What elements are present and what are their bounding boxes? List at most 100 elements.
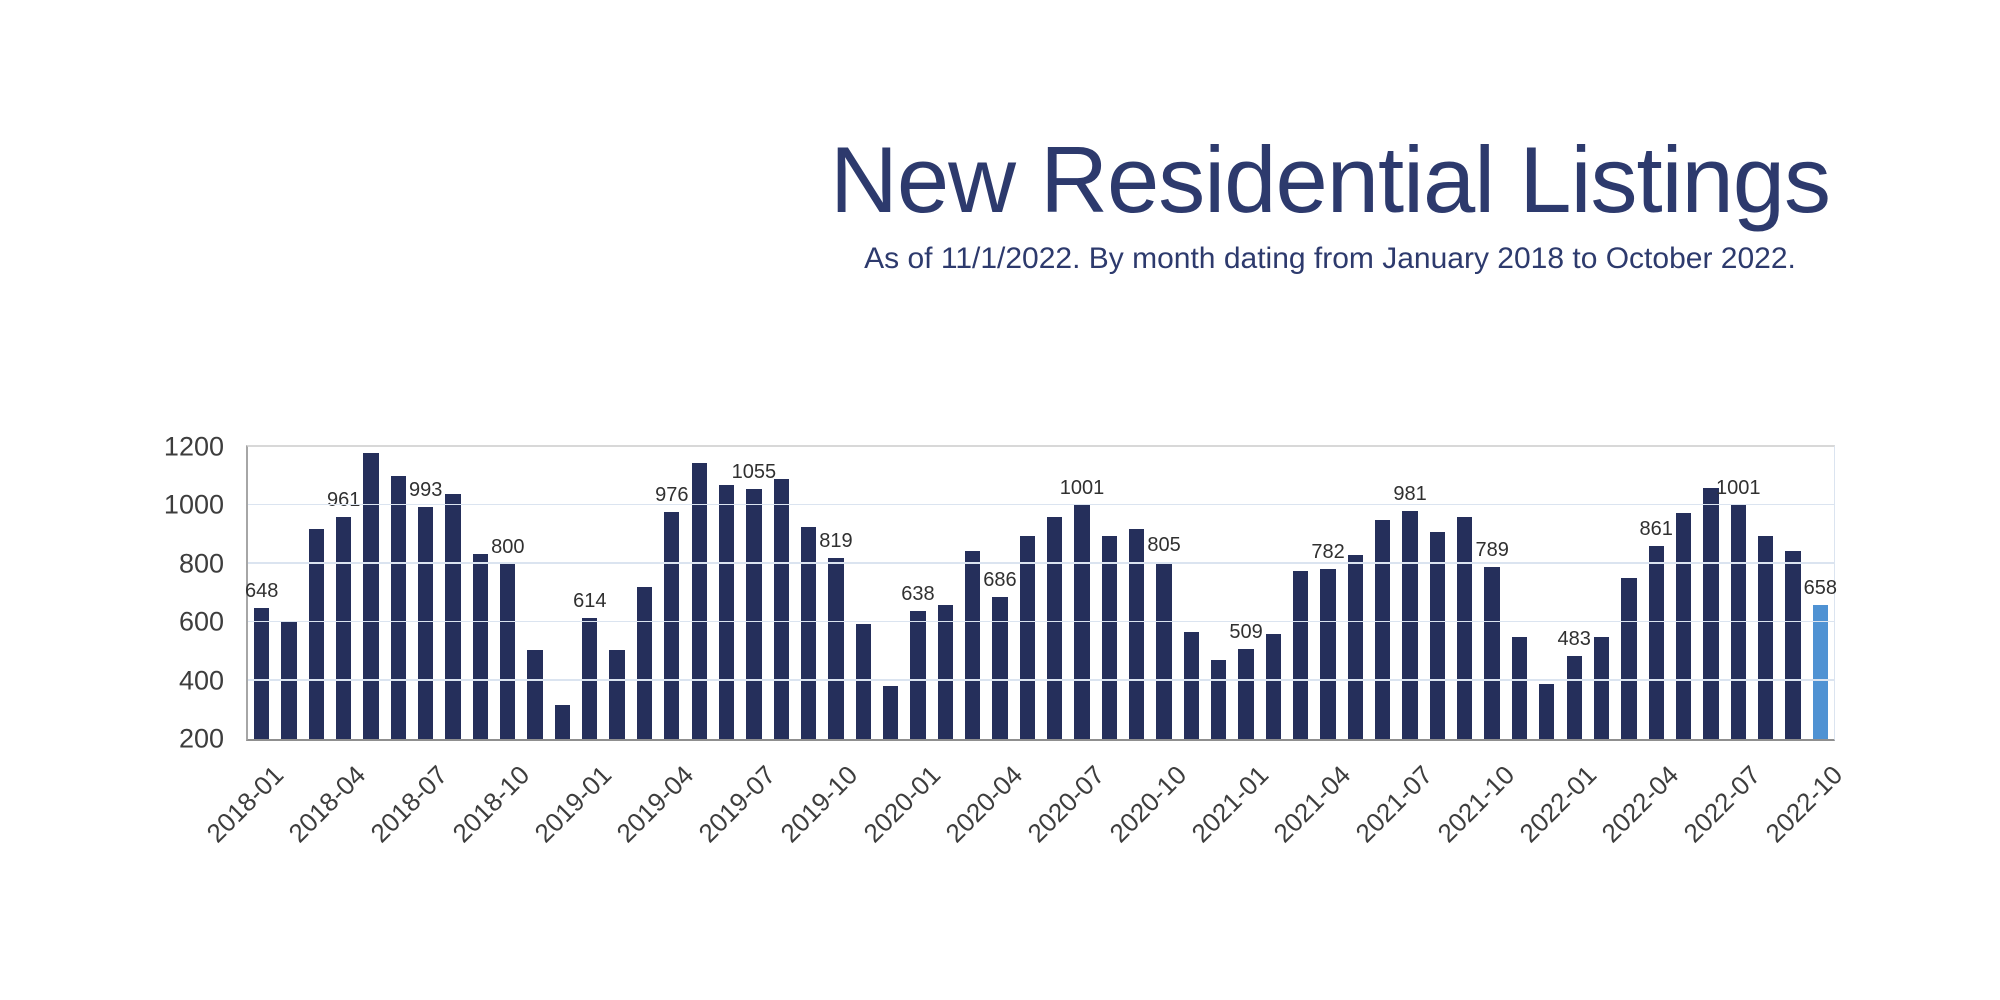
gridline (248, 503, 1834, 506)
x-axis-tick-label: 2019-10 (775, 759, 864, 849)
x-axis-tick-label: 2019-01 (528, 759, 618, 849)
bar-slot-2018-08 (439, 447, 466, 739)
chart-header: New Residential Listings As of 11/1/2022… (636, 130, 2000, 276)
bar-2019-10 (828, 558, 844, 739)
bar-slot-2020-03 (959, 447, 986, 739)
bar-2020-12 (1211, 660, 1227, 739)
bar-slot-2018-04: 961 (327, 447, 361, 739)
bar-slot-2021-02 (1260, 447, 1287, 739)
data-label-2021-04: 782 (1311, 541, 1345, 564)
bar-2019-08 (773, 479, 789, 739)
bar-slot-2020-04: 686 (983, 447, 1017, 739)
data-label-2019-07: 1055 (731, 461, 777, 484)
x-axis-tick-label: 2019-07 (692, 759, 782, 849)
bar-slot-2019-02 (603, 447, 630, 739)
x-axis-tick-label: 2022-04 (1595, 759, 1685, 849)
bar-2021-01 (1238, 648, 1254, 739)
bar-2022-08 (1757, 536, 1774, 739)
bar-2018-11 (527, 649, 543, 739)
bar-2020-04 (992, 597, 1008, 739)
bar-slot-2022-09 (1779, 447, 1806, 739)
bar-2021-04 (1320, 569, 1336, 739)
x-axis-tick-label: 2018-04 (282, 759, 372, 849)
bar-2018-07 (418, 507, 434, 739)
data-label-2021-01: 509 (1229, 620, 1263, 643)
bar-slot-2019-06 (713, 447, 740, 739)
chart-subtitle: As of 11/1/2022. By month dating from Ja… (864, 241, 1796, 275)
bar-slot-2020-09 (1123, 447, 1150, 739)
bar-2021-12 (1539, 683, 1555, 739)
gridline (248, 620, 1834, 623)
bar-slot-2018-07: 993 (409, 447, 442, 739)
x-axis-tick-label: 2021-04 (1267, 759, 1356, 849)
bar-slot-2020-08 (1096, 447, 1123, 739)
data-label-2020-07: 1001 (1059, 477, 1105, 500)
bar-2019-12 (882, 686, 899, 739)
bar-2021-11 (1511, 636, 1528, 739)
bar-slot-2019-03 (631, 447, 658, 739)
bar-slot-2020-07: 1001 (1060, 447, 1104, 739)
bar-2020-02 (937, 604, 953, 739)
bar-slot-2020-06 (1041, 447, 1068, 739)
bar-2021-02 (1265, 633, 1282, 739)
y-axis-tick-label: 600 (178, 606, 224, 637)
bar-2018-09 (472, 553, 489, 739)
bar-slot-2019-01: 614 (573, 447, 606, 739)
x-axis-tick-label: 2018-07 (364, 759, 454, 849)
bar-2019-02 (609, 649, 625, 739)
data-label-2022-01: 483 (1557, 628, 1591, 651)
bar-slot-2019-12 (877, 447, 904, 739)
bar-2020-03 (964, 550, 981, 739)
x-axis-tick-label: 2018-01 (200, 759, 290, 849)
bar-2021-07 (1402, 510, 1418, 739)
bar-slot-2022-08 (1752, 447, 1779, 739)
bar-slot-2018-01: 648 (245, 447, 278, 739)
bars-container: 648 961 993 800 614 976 1055 819 638 686 1001 805 50… (245, 447, 1837, 739)
gridline (248, 562, 1834, 564)
bar-slot-2021-04: 782 (1311, 447, 1345, 739)
bar-slot-2018-03 (303, 447, 330, 739)
x-axis-tick-label: 2020-10 (1103, 759, 1192, 849)
data-label-2018-10: 800 (491, 535, 525, 558)
bar-2021-10 (1484, 567, 1500, 739)
x-axis-tick-label: 2020-07 (1021, 759, 1110, 849)
x-axis-tick-label: 2021-01 (1185, 759, 1274, 849)
y-axis-tick-label: 400 (178, 665, 224, 696)
x-axis-tick-label: 2022-07 (1677, 759, 1767, 849)
bar-slot-2022-04: 861 (1640, 447, 1673, 739)
data-label-2020-10: 805 (1147, 534, 1181, 557)
bar-slot-2019-10: 819 (819, 447, 853, 739)
bar-slot-2021-12 (1533, 447, 1560, 739)
bar-slot-2021-06 (1369, 447, 1396, 739)
data-label-2021-10: 789 (1475, 539, 1509, 562)
bar-slot-2019-09 (795, 447, 822, 739)
x-axis-tick-label: 2022-01 (1513, 759, 1603, 849)
y-axis-tick-label: 800 (178, 548, 224, 579)
bar-2019-06 (718, 484, 735, 739)
bar-2018-10 (500, 563, 516, 739)
bar-2022-06 (1703, 487, 1719, 739)
bar-2021-03 (1293, 571, 1309, 739)
bar-2020-09 (1129, 528, 1145, 739)
data-label-2020-01: 638 (901, 583, 935, 606)
x-axis-tick-label: 2020-01 (857, 759, 946, 849)
bar-slot-2020-10: 805 (1147, 447, 1181, 739)
bar-slot-2020-05 (1014, 447, 1041, 739)
x-axis-tick-label: 2021-10 (1431, 759, 1520, 849)
data-label-2018-04: 961 (327, 488, 361, 511)
bar-slot-2019-11 (850, 447, 877, 739)
x-axis-tick-label: 2022-10 (1759, 759, 1849, 849)
bar-2021-06 (1375, 520, 1391, 739)
bar-2018-03 (308, 528, 325, 739)
bar-2020-08 (1101, 536, 1117, 739)
bar-slot-2020-02 (932, 447, 959, 739)
bar-2022-10 (1812, 605, 1828, 739)
bar-2019-09 (800, 527, 817, 739)
bar-slot-2018-12 (549, 447, 576, 739)
y-axis-tick-label: 1200 (163, 431, 224, 462)
data-label-2021-07: 981 (1393, 482, 1427, 505)
bar-slot-2021-07: 981 (1393, 447, 1427, 739)
bar-slot-2020-01: 638 (901, 447, 935, 739)
data-label-2019-10: 819 (819, 530, 853, 553)
